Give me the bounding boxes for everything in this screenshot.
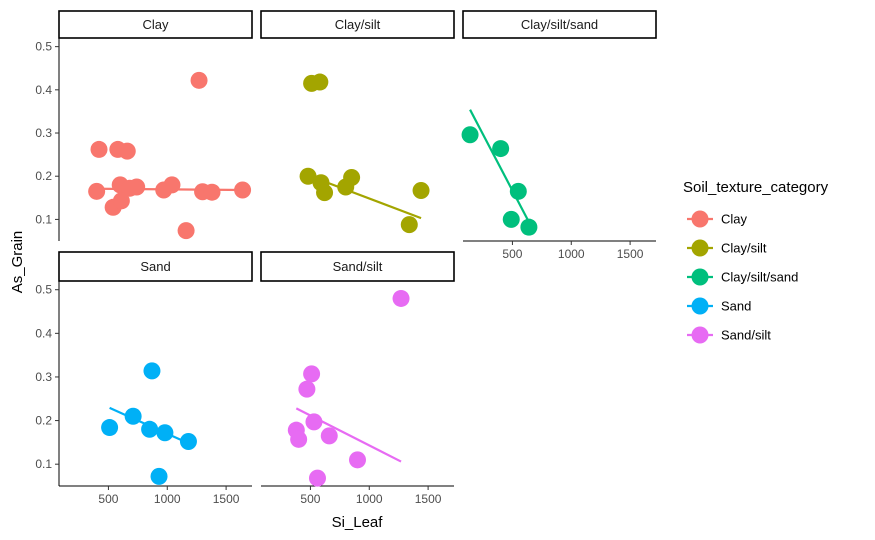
data-point-clay-silt bbox=[299, 167, 317, 185]
x-tick-label: 1500 bbox=[415, 492, 442, 506]
data-point-clay bbox=[177, 222, 195, 240]
data-point-sand-silt bbox=[290, 430, 308, 448]
facet-strip-clay bbox=[58, 10, 253, 39]
data-point-clay-silt bbox=[400, 216, 418, 234]
data-point-clay bbox=[203, 183, 221, 201]
data-point-sand-silt bbox=[298, 380, 316, 398]
x-axis-title: Si_Leaf bbox=[332, 514, 384, 531]
data-point-sand-silt bbox=[392, 289, 410, 307]
legend-key-clay bbox=[691, 210, 709, 228]
data-point-sand bbox=[101, 419, 119, 437]
x-tick-label: 1000 bbox=[154, 492, 181, 506]
facet-label-clay: Clay bbox=[142, 17, 169, 32]
y-axis-title: As_Grain bbox=[9, 231, 26, 294]
facet-label-clay-silt: Clay/silt bbox=[335, 17, 381, 32]
x-tick-label: 1500 bbox=[617, 247, 644, 261]
data-point-clay-silt-sand bbox=[502, 210, 520, 228]
data-point-sand-silt bbox=[320, 427, 338, 445]
data-point-sand bbox=[150, 467, 168, 485]
y-tick-label: 0.5 bbox=[35, 283, 52, 297]
facet-strip-sand bbox=[58, 251, 253, 282]
legend-label-sand: Sand bbox=[721, 299, 751, 314]
data-point-clay bbox=[190, 71, 208, 89]
legend-label-clay-silt-sand: Clay/silt/sand bbox=[721, 270, 798, 285]
facet-strip-clay-silt bbox=[260, 10, 455, 39]
legend-key-sand bbox=[691, 297, 709, 315]
facet-label-sand: Sand bbox=[140, 259, 170, 274]
data-point-sand bbox=[143, 362, 161, 380]
legend-key-clay-silt-sand bbox=[691, 268, 709, 286]
data-point-clay bbox=[128, 178, 146, 196]
data-point-clay bbox=[88, 182, 106, 200]
x-tick-label: 1000 bbox=[558, 247, 585, 261]
data-point-clay bbox=[163, 176, 181, 194]
data-point-clay bbox=[234, 181, 252, 199]
x-tick-label: 500 bbox=[300, 492, 320, 506]
data-point-clay-silt-sand bbox=[520, 218, 538, 236]
y-tick-label: 0.1 bbox=[35, 212, 52, 226]
data-point-clay-silt-sand bbox=[492, 140, 510, 158]
y-tick-label: 0.2 bbox=[35, 169, 52, 183]
data-point-sand bbox=[124, 407, 142, 425]
y-tick-label: 0.5 bbox=[35, 40, 52, 54]
legend-label-clay: Clay bbox=[721, 212, 748, 227]
legend-label-clay-silt: Clay/silt bbox=[721, 241, 767, 256]
y-tick-label: 0.4 bbox=[35, 83, 52, 97]
facet-label-sand-silt: Sand/silt bbox=[333, 259, 383, 274]
facet-strip-sand-silt bbox=[260, 251, 455, 282]
data-point-clay bbox=[90, 140, 108, 158]
x-tick-label: 500 bbox=[98, 492, 118, 506]
y-tick-label: 0.3 bbox=[35, 126, 52, 140]
x-tick-label: 1500 bbox=[213, 492, 240, 506]
facet-strip-clay-silt-sand bbox=[462, 10, 657, 39]
y-tick-label: 0.1 bbox=[35, 457, 52, 471]
y-tick-label: 0.4 bbox=[35, 326, 52, 340]
legend-label-sand-silt: Sand/silt bbox=[721, 328, 771, 343]
legend-key-sand-silt bbox=[691, 326, 709, 344]
data-point-clay-silt-sand bbox=[509, 182, 527, 200]
data-point-clay bbox=[118, 142, 136, 160]
y-tick-label: 0.3 bbox=[35, 370, 52, 384]
data-point-sand-silt bbox=[308, 469, 326, 487]
x-tick-label: 1000 bbox=[356, 492, 383, 506]
data-point-clay-silt bbox=[412, 181, 430, 199]
data-point-sand bbox=[141, 420, 159, 438]
data-point-sand-silt bbox=[349, 451, 366, 469]
facet-label-clay-silt-sand: Clay/silt/sand bbox=[521, 17, 598, 32]
data-point-clay-silt bbox=[311, 73, 329, 91]
data-point-sand bbox=[179, 433, 197, 451]
data-point-sand-silt bbox=[305, 413, 323, 431]
data-point-clay-silt bbox=[316, 184, 334, 202]
data-point-clay-silt bbox=[343, 169, 361, 187]
data-point-sand bbox=[156, 424, 174, 442]
x-tick-label: 500 bbox=[502, 247, 522, 261]
data-point-clay-silt-sand bbox=[461, 126, 479, 144]
legend-key-clay-silt bbox=[691, 239, 709, 257]
trend-line-clay-silt-sand bbox=[469, 109, 530, 223]
data-point-clay bbox=[112, 192, 130, 210]
data-point-sand-silt bbox=[303, 365, 321, 383]
y-tick-label: 0.2 bbox=[35, 414, 52, 428]
legend-title: Soil_texture_category bbox=[683, 179, 829, 196]
